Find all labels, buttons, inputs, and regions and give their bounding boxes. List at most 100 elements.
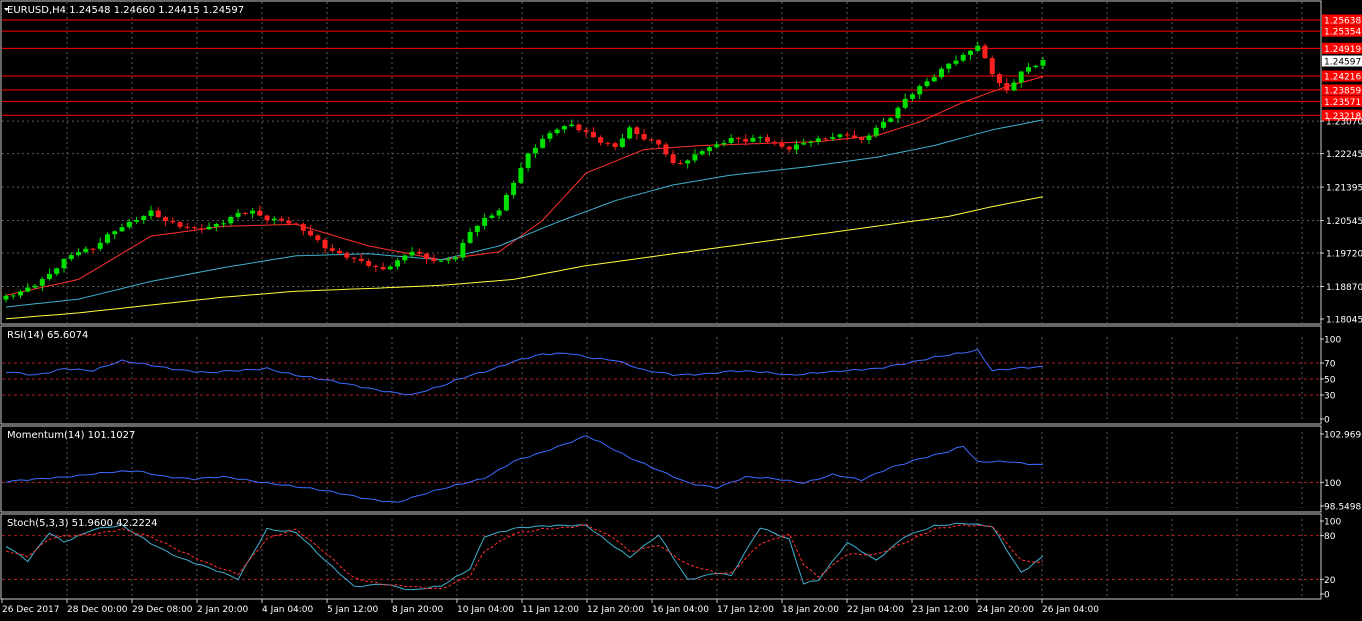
bull-candle — [569, 124, 575, 127]
bull-candle — [134, 220, 140, 222]
main-price-panel[interactable]: EURUSD,H4 1.24548 1.24660 1.24415 1.2459… — [0, 0, 1322, 325]
bull-candle — [946, 63, 952, 69]
bull-candle — [619, 138, 625, 147]
price-tick-label: 1.21395 — [1326, 184, 1362, 194]
bear-candle — [344, 253, 350, 258]
bull-candle — [18, 291, 24, 296]
bull-candle — [235, 212, 241, 217]
axis-tick-label: 102.9696 — [1324, 431, 1362, 441]
time-axis: 26 Dec 2017 28 Dec 00:00 29 Dec 08:00 2 Jan… — [1, 599, 1099, 615]
bear-candle — [257, 210, 263, 216]
bull-candle — [967, 50, 973, 55]
rsi-axis: 100 70 50 30 0 — [1320, 336, 1341, 426]
bull-candle — [453, 257, 459, 260]
bull-candle — [714, 144, 720, 148]
bull-candle — [924, 81, 930, 87]
level-price-tag — [1322, 14, 1362, 26]
axis-tick-label: 100 — [1324, 479, 1341, 489]
time-tick-label: 17 Jan 12:00 — [717, 605, 774, 615]
bear-candle — [366, 261, 372, 266]
momentum-axis: 102.9696 100 98.5498 — [1320, 431, 1362, 513]
bear-candle — [859, 137, 865, 140]
bear-candle — [598, 137, 604, 143]
bull-candle — [685, 160, 691, 164]
bear-candle — [656, 140, 662, 145]
bear-candle — [612, 143, 618, 147]
rsi-grid — [2, 337, 1320, 421]
level-price-label: 1.23218 — [1324, 112, 1361, 122]
time-tick-label: 4 Jan 04:00 — [262, 605, 314, 615]
bull-candle — [250, 210, 256, 214]
time-tick-label: 12 Jan 20:00 — [587, 605, 644, 615]
time-tick-label: 5 Jan 12:00 — [327, 605, 379, 615]
bull-candle — [561, 126, 567, 130]
bull-candle — [917, 86, 923, 95]
bull-candle — [126, 221, 132, 228]
bull-candle — [1018, 71, 1024, 83]
bull-candle — [3, 295, 9, 300]
bull-candle — [271, 218, 277, 221]
bull-candle — [866, 135, 872, 140]
bear-candle — [416, 251, 422, 254]
bear-candle — [322, 239, 328, 249]
bull-candle — [902, 98, 908, 108]
stoch-grid — [2, 519, 1320, 596]
bear-candle — [177, 222, 183, 227]
stoch-panel-frame — [0, 513, 1322, 600]
bull-candle — [395, 260, 401, 267]
price-tick-label: 1.19720 — [1326, 250, 1362, 260]
bear-candle — [264, 215, 270, 221]
bull-candle — [554, 129, 560, 134]
bull-candle — [10, 295, 16, 297]
rsi-panel-frame — [0, 325, 1322, 425]
bull-candle — [815, 138, 821, 142]
bear-candle — [851, 135, 857, 138]
bull-candle — [97, 242, 103, 249]
bear-candle — [648, 139, 654, 141]
bull-candle — [489, 215, 495, 218]
axis-tick-label: 0 — [1324, 416, 1330, 426]
axis-tick-label: 98.5498 — [1324, 503, 1361, 513]
bull-candle — [68, 255, 74, 259]
stoch-panel[interactable]: Stoch(5,3,3) 51.9600 42.2224 — [0, 513, 1322, 600]
collapse-triangle-icon[interactable] — [4, 8, 9, 11]
bear-candle — [583, 130, 589, 132]
bull-candle — [1040, 60, 1046, 66]
bull-candle — [975, 45, 981, 51]
bull-candle — [540, 138, 546, 148]
axis-tick-label: 50 — [1324, 376, 1336, 386]
bear-candle — [634, 127, 640, 135]
momentum-panel[interactable]: Momentum(14) 101.1027 — [0, 425, 1322, 513]
bear-candle — [337, 250, 343, 254]
rsi-header: RSI(14) 65.6074 — [7, 330, 88, 341]
bull-candle — [837, 134, 843, 138]
indicator-line-0 — [5, 522, 1044, 591]
bear-candle — [663, 144, 669, 155]
bull-candle — [25, 287, 31, 292]
level-price-tag — [1322, 25, 1362, 37]
horizontal-levels[interactable] — [2, 19, 1320, 116]
bear-candle — [308, 230, 314, 236]
bear-candle — [605, 142, 611, 144]
axis-tick-label: 20 — [1324, 576, 1336, 586]
bull-candle — [692, 154, 698, 161]
bull-candle — [880, 121, 886, 128]
bull-candle — [206, 226, 212, 230]
time-tick-label: 18 Jan 20:00 — [782, 605, 839, 615]
level-price-label: 1.24919 — [1324, 45, 1361, 55]
bull-candle — [39, 279, 45, 286]
bull-candle — [482, 217, 488, 226]
level-price-label: 1.23571 — [1324, 98, 1361, 108]
level-price-tag — [1322, 42, 1362, 54]
indicator-line-0 — [5, 435, 1044, 503]
axis-tick-label: 30 — [1324, 392, 1336, 402]
rsi-panel[interactable]: RSI(14) 65.6074 — [0, 325, 1322, 425]
bull-candle — [830, 137, 836, 139]
axis-tick-label: 80 — [1324, 532, 1336, 542]
bull-candle — [518, 167, 524, 183]
bear-candle — [982, 45, 988, 59]
bear-candle — [670, 154, 676, 164]
bull-candle — [706, 147, 712, 152]
